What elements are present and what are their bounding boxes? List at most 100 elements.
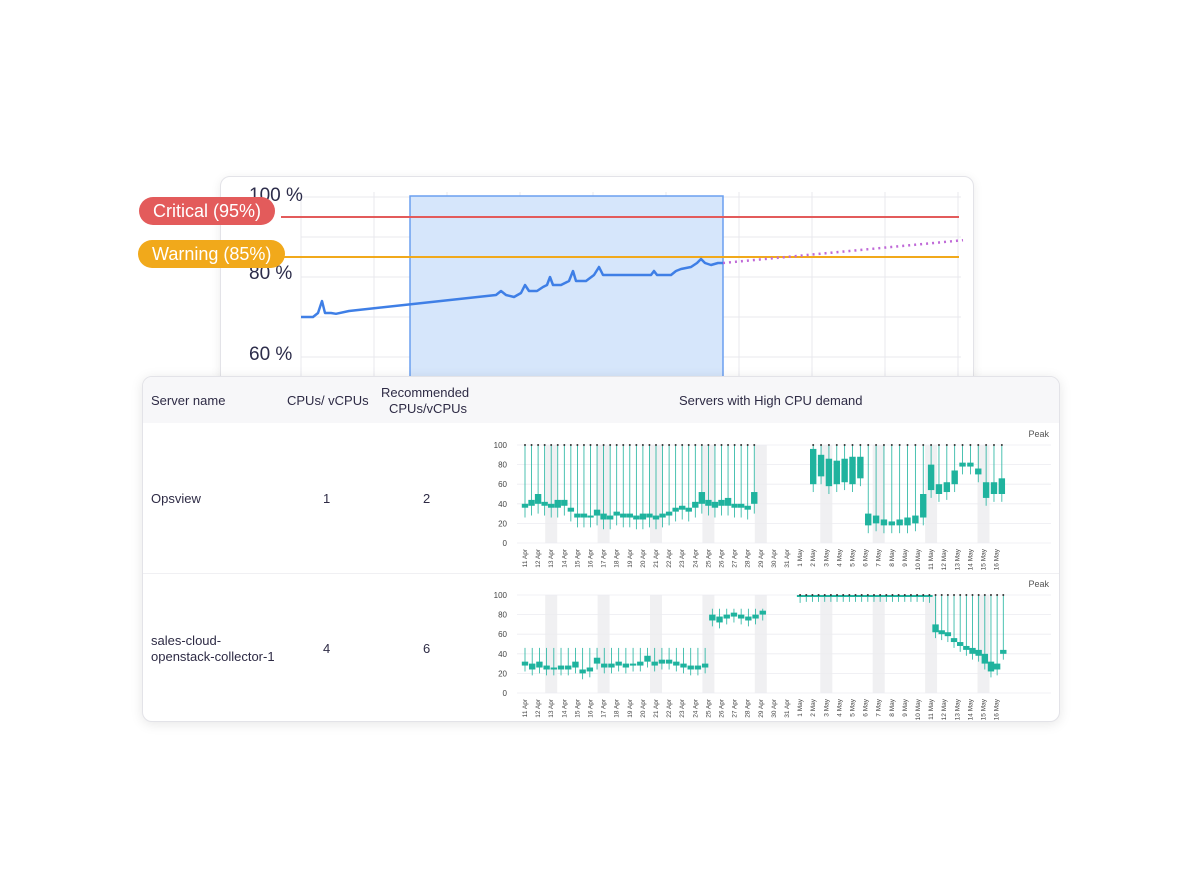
box [620,513,627,518]
weekend-band [872,445,885,543]
box [680,663,687,668]
box [644,655,651,662]
outlier-point [872,594,875,596]
box [565,665,572,670]
box [944,632,952,637]
x-tick-label: 13 May [954,548,961,570]
server-name-cell: Opsview [151,491,201,506]
outlier-point [556,444,559,446]
x-tick-label: 6 May [863,698,870,716]
outlier-point [985,444,988,446]
outlier-point [615,444,618,446]
outlier-point [805,594,808,596]
box [536,661,543,668]
x-tick-label: 15 Apr [574,698,581,718]
x-tick-label: 16 May [994,548,1001,570]
x-tick-label: 28 Apr [745,548,752,568]
box [608,663,615,668]
outlier-point [668,444,671,446]
outlier-point [740,444,743,446]
box [744,505,751,510]
outlier-point [622,444,625,446]
x-tick-label: 23 Apr [679,698,686,718]
outlier-point [823,594,826,596]
box [943,482,951,493]
y-tick-label: 60 [498,480,507,489]
x-tick-label: 14 Apr [561,548,568,568]
box [652,515,660,520]
box [615,661,622,666]
outlier-point [928,594,931,596]
outlier-point [635,444,638,446]
x-tick-label: 23 Apr [679,548,686,568]
outlier-point [916,594,919,596]
x-tick-label: 15 May [981,548,988,570]
box [567,507,575,512]
box [659,513,666,518]
outlier-point [576,444,579,446]
box [993,663,1001,670]
outlier-point [851,444,854,446]
x-tick-label: 7 May [876,548,883,566]
x-tick-label: 25 Apr [705,698,712,718]
box [658,659,666,664]
x-tick-label: 30 Apr [771,548,778,568]
box [876,595,884,597]
box [981,653,989,664]
outlier-point [661,444,664,446]
outlier-point [891,594,894,596]
outlier-point [959,594,962,596]
cpus-cell: 4 [323,641,331,656]
x-tick-label: 26 Apr [719,548,726,568]
box [846,595,853,597]
outlier-point [879,594,882,596]
box [672,507,679,512]
outlier-point [909,594,912,596]
outlier-point [694,444,697,446]
box [963,645,970,650]
box [810,448,817,485]
box [959,462,966,467]
header-cpus: CPUs/ vCPUs [287,393,369,408]
box [548,503,555,508]
outlier-point [930,444,933,446]
outlier-point [596,444,599,446]
outlier-point [898,444,901,446]
box [827,595,835,597]
outlier-point [537,444,540,446]
box [521,503,529,508]
x-tick-label: 8 May [889,548,896,566]
x-tick-label: 1 May [797,548,804,566]
box [541,501,548,506]
x-tick-label: 24 Apr [692,698,699,718]
box [580,513,588,518]
outlier-point [848,594,851,596]
header-server-name: Server name [151,393,226,408]
box [927,464,935,491]
box [975,468,982,475]
x-tick-label: 19 Apr [627,548,634,568]
outlier-point [733,444,736,446]
weekend-band [820,595,833,693]
outlier-point [969,444,972,446]
outlier-point [977,444,980,446]
x-tick-label: 12 May [941,698,948,720]
box [639,513,647,520]
header-high-cpu-demand: Servers with High CPU demand [679,393,863,408]
x-tick-label: 20 Apr [640,548,647,568]
outlier-point [961,444,964,446]
outlier-point [965,594,968,596]
x-tick-label: 2 May [810,548,817,566]
box [528,499,535,506]
box [932,624,939,633]
x-tick-label: 11 May [928,698,935,720]
box [543,665,550,670]
x-tick-label: 20 Apr [640,698,647,718]
outlier-point [820,444,823,446]
table-header [143,377,1059,423]
y-tick-label: 100 [494,441,508,450]
outlier-point [681,444,684,446]
box [737,503,745,508]
header-recommended-line2: CPUs/vCPUs [389,401,468,416]
outlier-point [906,444,909,446]
